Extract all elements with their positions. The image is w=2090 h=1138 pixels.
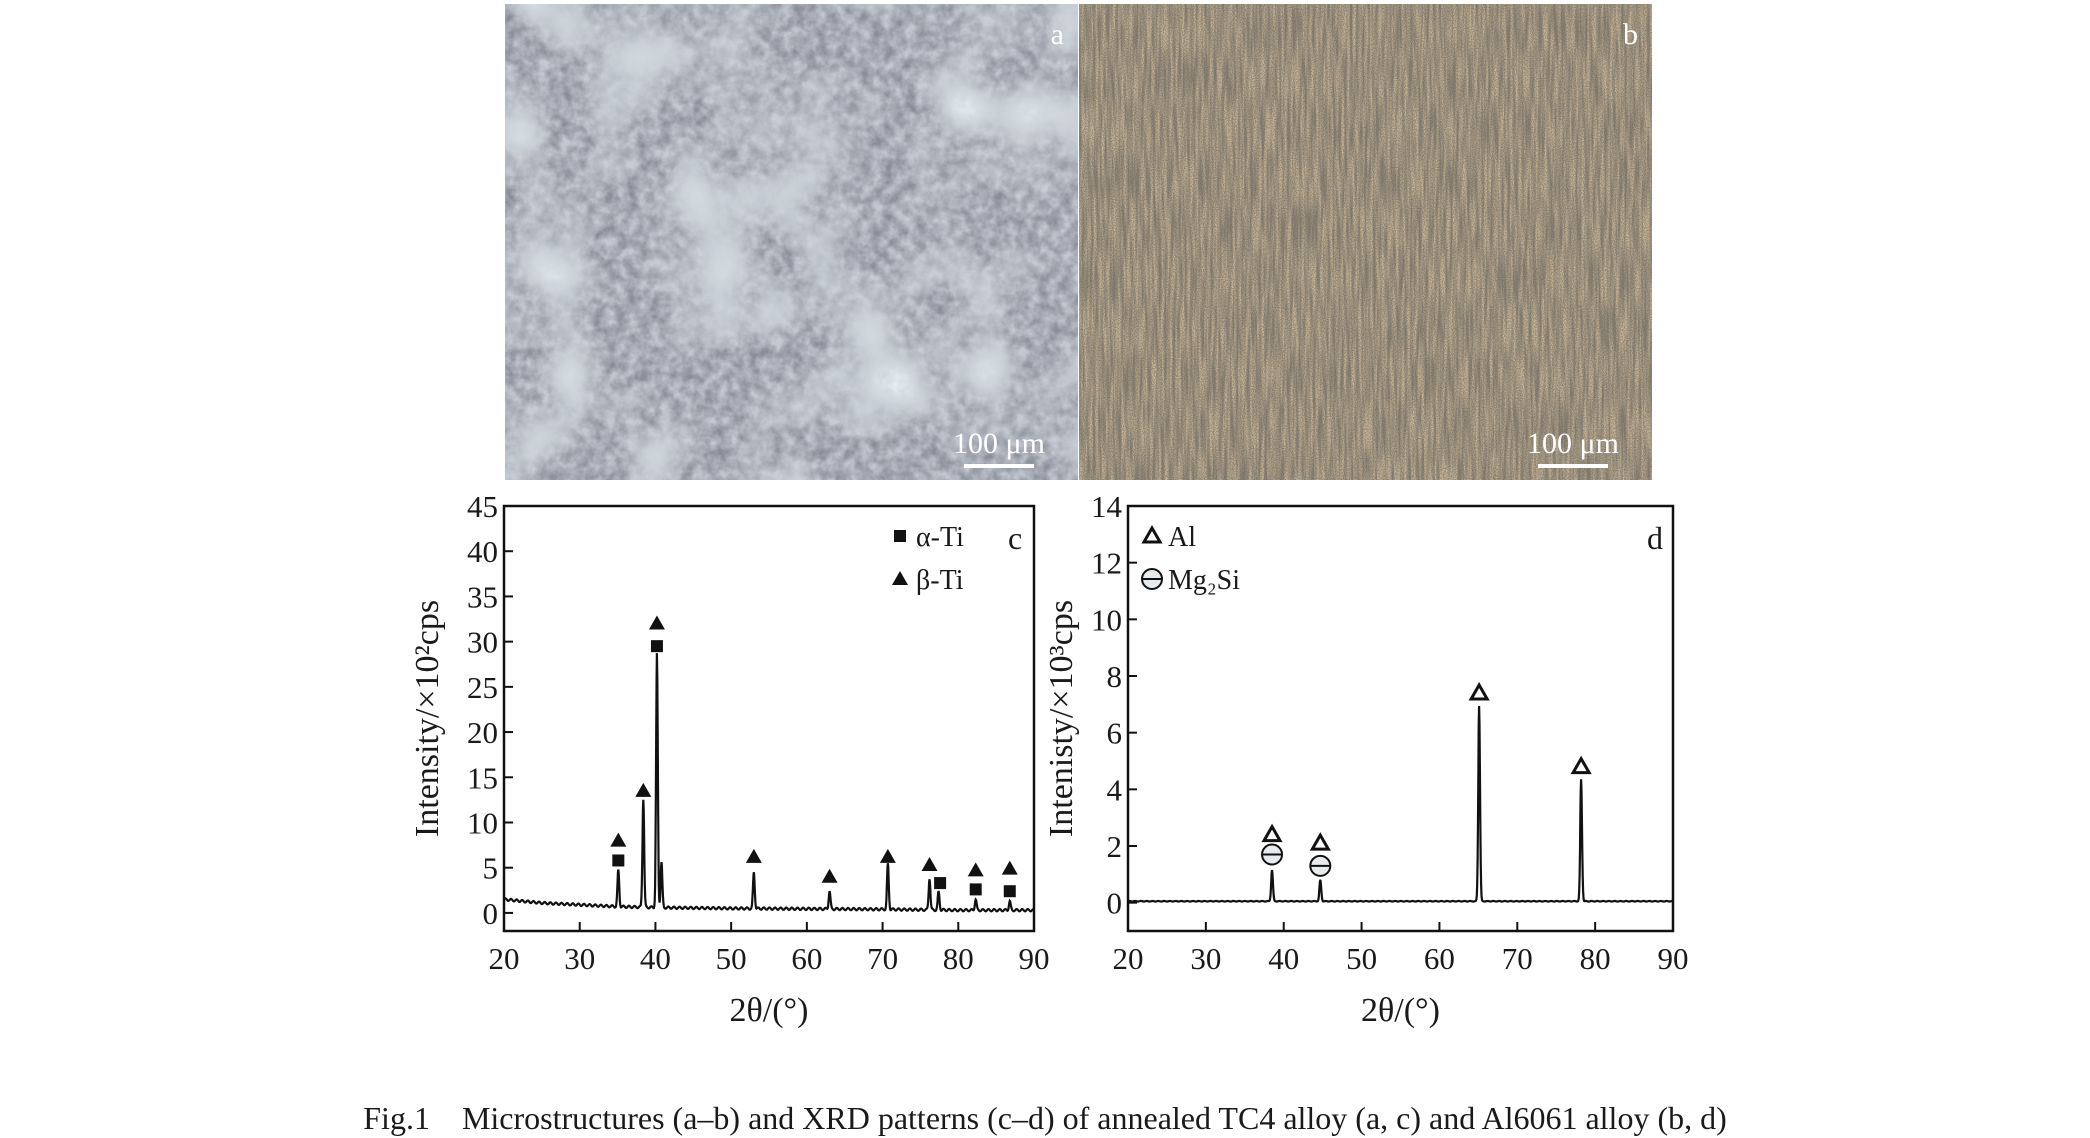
y-tick-label-d: 8 [1107, 659, 1123, 694]
y-tick-label-c: 45 [467, 489, 498, 524]
legend-marker-c [892, 571, 908, 585]
legend-label-d: Al [1168, 522, 1196, 553]
y-tick-label-c: 15 [467, 760, 498, 795]
xrd-chart-c: Intensity/×10²cps 2θ/(°) c 20 30 40 50 60 70 8… [409, 489, 1050, 1028]
x-tick-label-c: 90 [1019, 941, 1050, 976]
y-tick-label-c: 5 [483, 851, 499, 886]
figure-caption: Fig.1 Microstructures (a–b) and XRD patt… [363, 1100, 1727, 1136]
x-axis-title-c: 2θ/(°) [730, 992, 809, 1028]
y-tick-label-d: 14 [1091, 489, 1123, 524]
x-tick-label-c: 20 [489, 941, 520, 976]
x-tick-label-d: 50 [1346, 941, 1377, 976]
peak-marker-triangle-open-d [1261, 823, 1283, 843]
scale-bar-a-line [964, 464, 1034, 468]
axes-frame-d [1126, 504, 1675, 933]
x-tick-label-d: 40 [1268, 941, 1299, 976]
peak-marker-circle-plus-d [1261, 843, 1284, 866]
legend-label-d: Mg₂Si [1168, 565, 1240, 596]
scale-bar-b: 100 μm [1514, 428, 1632, 468]
peak-marker-square-c [934, 877, 947, 890]
scale-bar-a-label: 100 μm [953, 427, 1045, 460]
x-axis-title-d: 2θ/(°) [1361, 992, 1440, 1028]
scale-bar-b-line [1538, 464, 1608, 468]
x-tick-label-c: 50 [716, 941, 747, 976]
y-tick-label-d: 10 [1091, 602, 1122, 637]
panel-letter-b: b [1623, 18, 1638, 51]
x-tick-label-c: 70 [867, 941, 898, 976]
peak-marker-triangle-open-d [1570, 755, 1592, 775]
panel-letter-d: d [1647, 520, 1663, 556]
x-tick-label-d: 80 [1580, 941, 1611, 976]
y-tick-label-c: 20 [467, 715, 498, 750]
xrd-chart-d: Intenisty/×10³cps 2θ/(°) d 20 30 40 50 60 70 8… [1043, 489, 1689, 1028]
legend-label-c: α-Ti [916, 522, 964, 553]
x-tick-label-c: 30 [564, 941, 595, 976]
y-tick-label-c: 30 [467, 625, 498, 660]
peak-marker-triangle-open-d [1468, 681, 1490, 701]
peak-marker-square-c [612, 854, 625, 867]
peak-marker-triangle-open-d [1309, 832, 1331, 851]
x-tick-label-d: 20 [1113, 941, 1144, 976]
x-tick-label-d: 60 [1424, 941, 1455, 976]
legend-marker-d [1141, 568, 1163, 590]
x-tick-label-d: 70 [1502, 941, 1533, 976]
y-tick-label-d: 6 [1107, 716, 1123, 751]
legend-marker-c [894, 530, 906, 542]
plot-area-c: 20 30 40 50 60 70 80 90 0 5 10 15 20 25 30 35 40 45 α-Ti β-… [467, 489, 1050, 976]
micrograph-b: b 100 μm [1079, 4, 1652, 480]
legend-label-c: β-Ti [916, 565, 964, 596]
y-axis-title-d: Intenisty/×10³cps [1043, 600, 1080, 837]
y-axis-label-c: Intensity/×10²cps [409, 600, 446, 837]
scale-bar-b-label: 100 μm [1527, 427, 1619, 460]
y-tick-label-c: 10 [467, 805, 498, 840]
micrograph-a-image [505, 4, 1078, 480]
peak-marker-square-c [969, 883, 982, 896]
peak-marker-triangle-c [1001, 860, 1018, 875]
peak-marker-triangle-c [745, 848, 762, 863]
xrd-pattern-line-d [1127, 705, 1673, 903]
x-tick-label-c: 80 [943, 941, 974, 976]
peak-marker-triangle-c [967, 862, 984, 877]
x-tick-label-c: 40 [640, 941, 671, 976]
y-tick-label-d: 0 [1107, 886, 1123, 921]
x-tick-label-d: 30 [1190, 941, 1221, 976]
peak-marker-triangle-c [635, 782, 652, 797]
scale-bar-a: 100 μm [940, 428, 1058, 468]
y-tick-label-c: 40 [467, 534, 498, 569]
peak-marker-square-c [1003, 885, 1016, 898]
peak-marker-triangle-c [821, 868, 838, 883]
micrograph-a: a 100 μm [505, 4, 1078, 480]
legend-marker-d [1141, 524, 1163, 544]
xrd-pattern-line-c [503, 653, 1035, 913]
y-tick-label-d: 12 [1091, 546, 1122, 581]
plot-area-d: 20 30 40 50 60 70 80 90 0 2 4 6 8 10 12 14 Al Mg₂Si [1091, 489, 1689, 976]
peak-marker-circle-plus-d [1309, 854, 1332, 877]
y-tick-label-d: 2 [1107, 829, 1123, 864]
peak-marker-triangle-c [610, 832, 627, 847]
peak-marker-triangle-c [921, 856, 938, 871]
axes-frame-c [502, 504, 1036, 933]
x-tick-label-d: 90 [1658, 941, 1689, 976]
y-axis-title-c: Intensity/×10²cps [409, 600, 446, 837]
y-axis-label-d: Intenisty/×10³cps [1043, 600, 1080, 837]
peak-marker-square-c [650, 640, 663, 653]
peak-marker-triangle-c [879, 848, 896, 863]
y-tick-label-c: 35 [467, 579, 498, 614]
y-tick-label-d: 4 [1107, 772, 1123, 807]
micrograph-b-image [1079, 4, 1652, 480]
panel-letter-a: a [1050, 18, 1064, 51]
panel-letter-c: c [1008, 520, 1022, 556]
y-tick-label-c: 25 [467, 670, 498, 705]
x-tick-label-c: 60 [791, 941, 822, 976]
peak-marker-triangle-c [648, 615, 665, 630]
y-tick-label-c: 0 [483, 896, 499, 931]
